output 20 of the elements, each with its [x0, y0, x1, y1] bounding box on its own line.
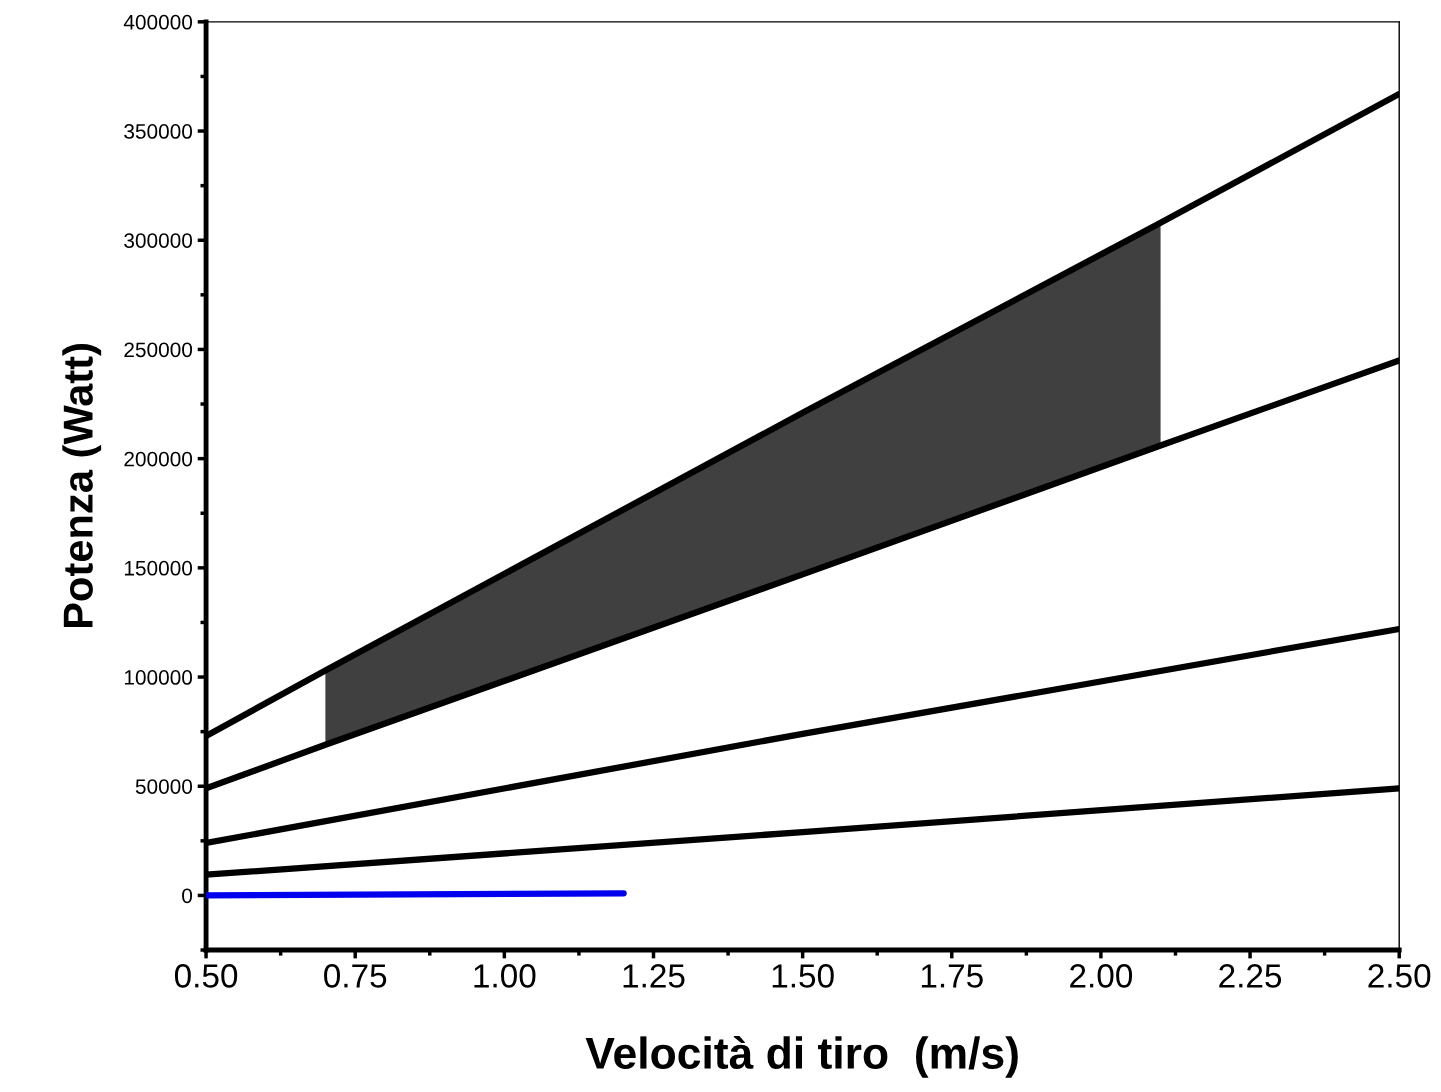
y-tick-label: 0: [182, 888, 193, 904]
x-tick-label: 1.50: [772, 964, 834, 988]
x-tick-label: 2.00: [1070, 964, 1133, 988]
x-tick-label: 1.75: [921, 964, 983, 988]
y-tick-label: 150000: [124, 560, 193, 576]
y-tick-label: 300000: [124, 233, 193, 248]
x-tick-label: 1.25: [623, 964, 685, 988]
x-axis-title: Velocità di tiro (m/s): [585, 1035, 1018, 1078]
x-tick-label: 0.75: [324, 964, 387, 988]
y-tick-label: 200000: [124, 451, 193, 467]
x-tick-label: 0.50: [174, 964, 238, 988]
y-axis-title: Potenza (Watt): [62, 344, 102, 628]
x-tick-label: 2.50: [1368, 964, 1431, 988]
x-tick-label: 2.25: [1219, 964, 1282, 988]
y-tick-label: 350000: [124, 124, 193, 139]
x-tick-label: 1.00: [474, 964, 536, 988]
y-tick-label: 250000: [124, 342, 193, 358]
y-tick-label: 50000: [135, 779, 193, 794]
y-tick-label: 400000: [123, 14, 193, 30]
y-tick-label: 100000: [124, 670, 193, 685]
